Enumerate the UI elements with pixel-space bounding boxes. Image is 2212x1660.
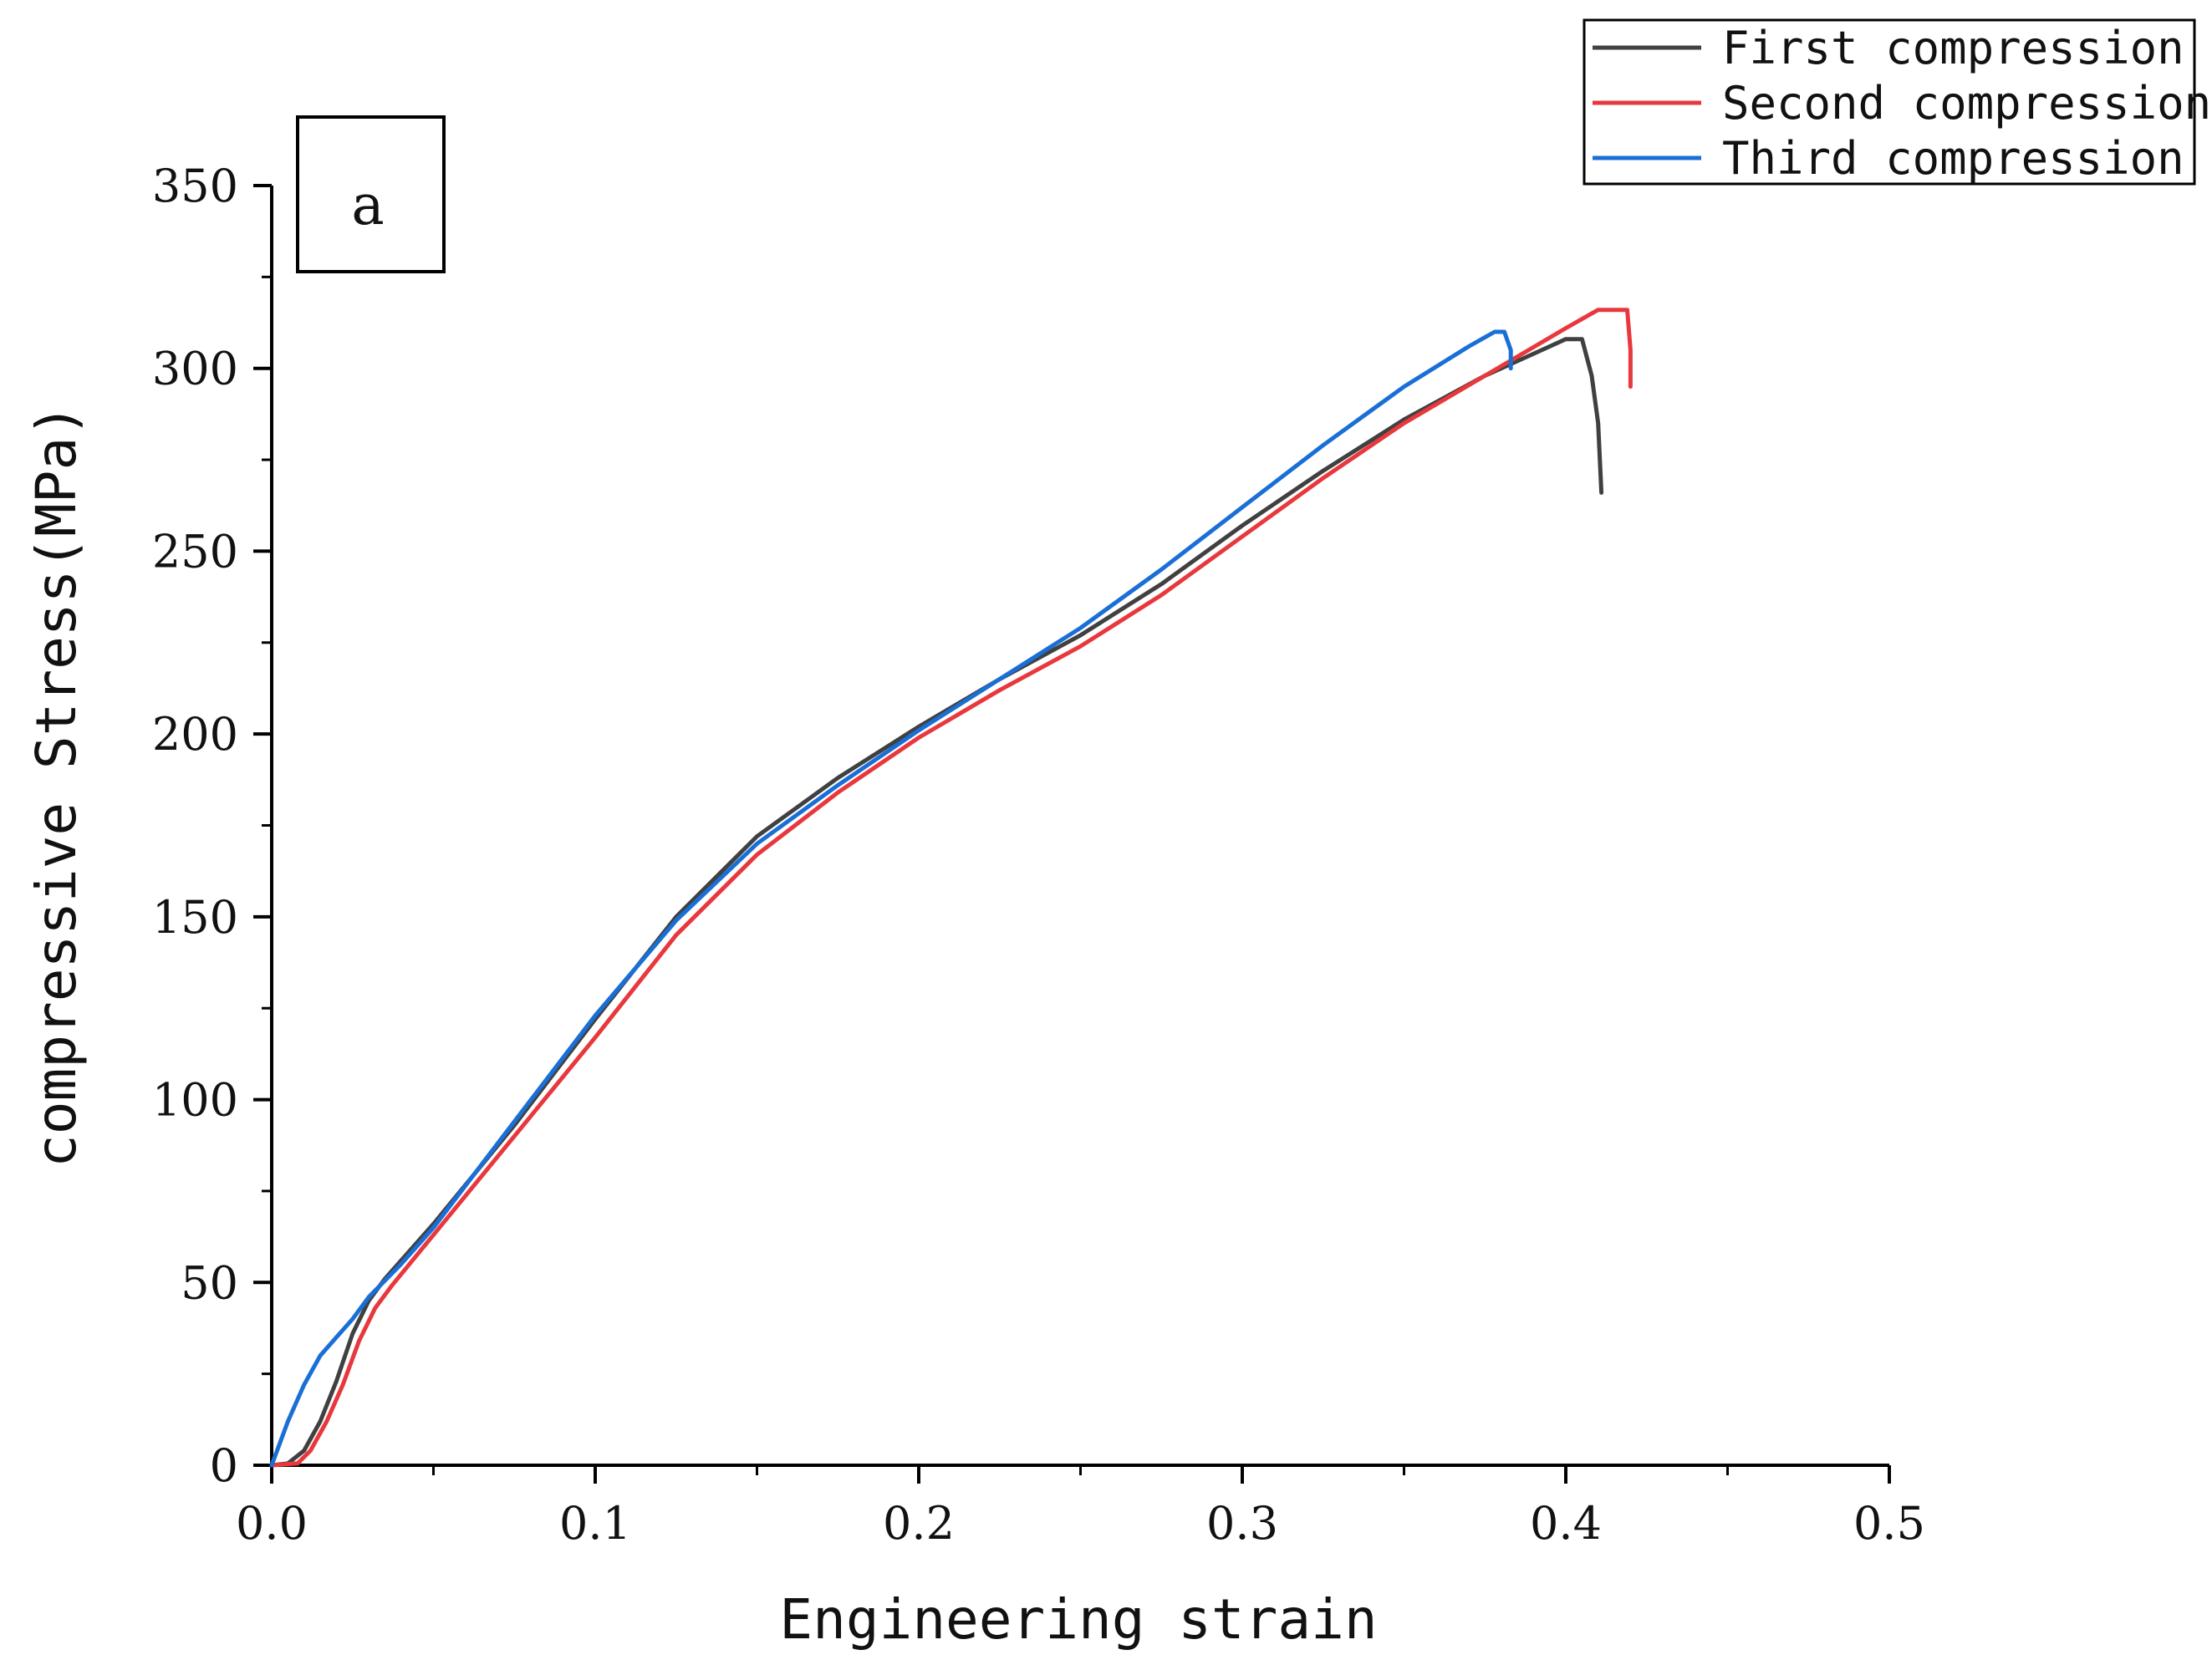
series-lines	[269, 308, 1633, 1468]
x-ticks: 0.0 0.1 0.2 0.3 0.4 0.5	[236, 1465, 1925, 1550]
y-axis-title: compressive Stress(MPa)	[24, 404, 89, 1168]
x-tick-label: 0.1	[559, 1497, 631, 1550]
x-tick-label: 0.3	[1206, 1497, 1278, 1550]
x-tick-label: 0.0	[236, 1497, 308, 1550]
x-tick-label: 0.2	[883, 1497, 955, 1550]
y-tick-label: 0	[210, 1439, 238, 1492]
y-tick-label: 300	[152, 343, 238, 395]
x-tick-label: 0.4	[1530, 1497, 1602, 1550]
panel-label-box	[296, 115, 446, 273]
y-tick-label: 200	[152, 708, 238, 761]
legend-label-3: Third compression	[1722, 132, 2184, 185]
panel-label: a	[351, 173, 384, 237]
series-line-2	[269, 308, 1633, 1468]
y-tick-label: 50	[181, 1256, 238, 1309]
series-line-1	[269, 337, 1604, 1468]
x-tick-label: 0.5	[1853, 1497, 1925, 1550]
y-tick-label: 250	[152, 525, 238, 578]
y-tick-label: 350	[152, 160, 238, 212]
y-tick-label: 150	[152, 891, 238, 944]
series-line-3	[269, 329, 1513, 1468]
legend-label-2: Second compression	[1722, 77, 2211, 130]
x-axis-title: Engineering strain	[779, 1587, 1377, 1652]
legend-label-1: First compression	[1722, 22, 2184, 74]
y-ticks: 0 50 100 150 200 250 300 350	[152, 160, 272, 1492]
y-tick-label: 100	[152, 1074, 238, 1127]
